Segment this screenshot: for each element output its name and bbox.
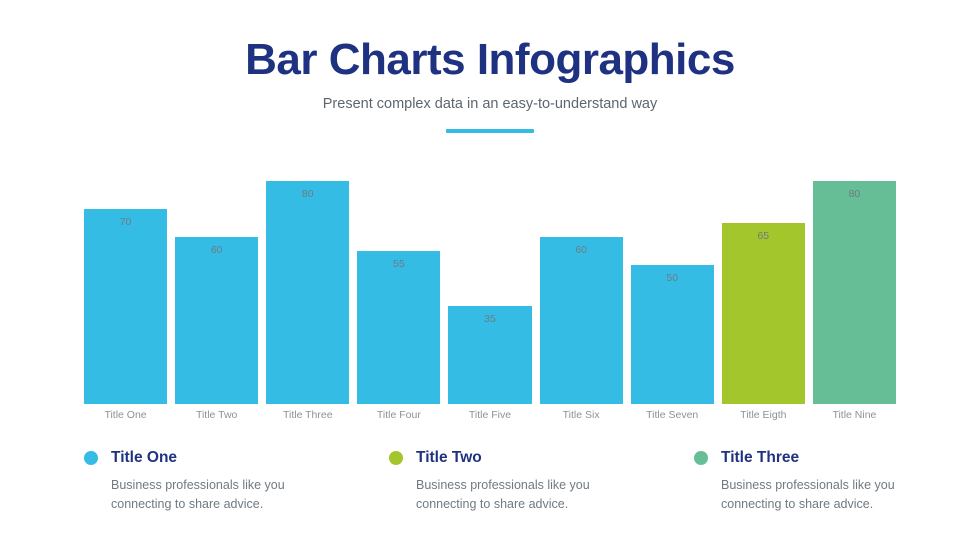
bar-value-label: 35 (484, 313, 496, 326)
bar: 55 (357, 250, 441, 404)
legend-item-title: Title Two (416, 449, 482, 466)
slide-header: Bar Charts Infographics Present complex … (0, 0, 980, 134)
page-title: Bar Charts Infographics (245, 35, 735, 84)
bar-value-label: 50 (666, 271, 679, 284)
legend-item-header: Title One (84, 449, 389, 467)
legend-item-title: Title Three (721, 449, 800, 466)
bar: 80 (812, 181, 896, 404)
bar-value-label: 55 (393, 257, 405, 270)
x-axis-label: Title Five (468, 409, 512, 421)
bar: 70 (84, 208, 168, 404)
legend-dot-icon (84, 451, 98, 465)
bar: 60 (175, 236, 259, 404)
bar-value-label: 60 (575, 243, 587, 256)
x-axis-labels: Title One Title Two Title Three Title Four T… (84, 409, 896, 421)
x-axis-label: Title Seven (646, 409, 699, 421)
bar: 65 (721, 222, 805, 404)
legend-dot-icon (694, 451, 708, 465)
bar-value-label: 60 (210, 243, 223, 256)
legend-item-title: Title One (111, 449, 178, 466)
x-axis-label: Title Eigth (740, 409, 787, 421)
bar-value-label: 80 (301, 188, 314, 200)
x-axis-label: Title Four (376, 409, 421, 421)
bar: 50 (630, 264, 714, 404)
legend-item: Title One Business professionals like you… (84, 449, 389, 514)
x-axis-label: Title Six (562, 409, 600, 421)
legend-item: Title Two Business professionals like you… (389, 449, 694, 514)
legend-item-header: Title Three (694, 449, 980, 467)
legend: Title One Business professionals like you… (84, 449, 896, 514)
x-axis-label: Title Nine (832, 409, 877, 421)
bar-chart: 70 60 80 55 35 60 50 65 80 (84, 181, 896, 404)
legend-item-description: Business professionals like you connecti… (416, 478, 590, 511)
accent-underline (446, 129, 534, 134)
legend-item-header: Title Two (389, 449, 694, 467)
x-axis-label: Title Two (195, 409, 238, 421)
bar-series: 70 60 80 55 35 60 50 65 80 (84, 181, 896, 404)
bar-value-label: 65 (757, 229, 770, 242)
bar-value-label: 70 (119, 215, 132, 228)
legend-item-description: Business professionals like you connecti… (111, 478, 285, 511)
bar: 60 (539, 236, 623, 404)
x-axis-label: Title Three (282, 409, 333, 421)
bar: 35 (448, 306, 532, 404)
bar-value-label: 80 (848, 188, 861, 200)
page-subtitle: Present complex data in an easy-to-under… (322, 96, 658, 113)
legend-item: Title Three Business professionals like y… (694, 449, 980, 514)
x-axis-label: Title One (104, 409, 147, 421)
bar: 80 (266, 181, 350, 404)
legend-dot-icon (389, 451, 403, 465)
legend-item-description: Business professionals like you connecti… (721, 478, 895, 511)
